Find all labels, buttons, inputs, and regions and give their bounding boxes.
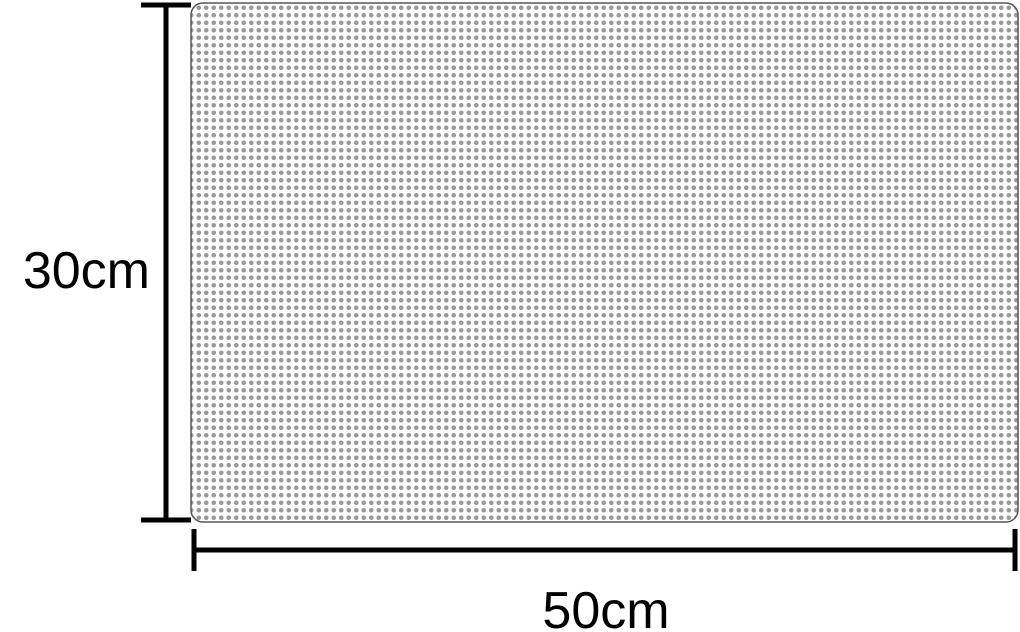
perforated-sheet — [190, 2, 1019, 523]
height-label: 30cm — [23, 242, 150, 300]
height-dimension: 30cm — [23, 2, 191, 523]
sheet-dot-fill — [191, 3, 1018, 522]
width-label: 50cm — [542, 582, 669, 632]
width-dimension: 50cm — [191, 529, 1018, 632]
sheet-outline — [190, 2, 1019, 523]
